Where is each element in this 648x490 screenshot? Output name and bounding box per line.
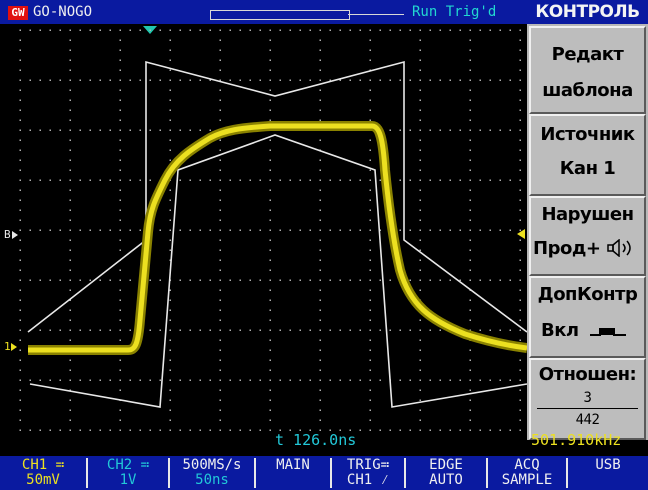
mode-label: GO-NOGO xyxy=(33,4,93,20)
trig-source: CH1 ⁄ xyxy=(332,473,404,488)
ch2-status-label: CH2 ≕ xyxy=(88,458,168,473)
trig-label: TRIG≕ xyxy=(332,458,404,473)
status-bar: GW GO-NOGO Run Trig'd xyxy=(0,0,527,24)
additional-control-button[interactable]: ДопКонтр Вкл xyxy=(529,276,646,358)
timebase-status[interactable]: 500MS/s 50ns xyxy=(168,458,254,488)
stop-on-fail-icon xyxy=(590,328,627,336)
ref-marker-label: B xyxy=(4,228,11,241)
ratio-denominator: 442 xyxy=(575,412,600,428)
dc-coupling-icon: ≕ xyxy=(47,457,65,473)
ch2-status-volts: 1V xyxy=(119,472,137,488)
template-min-line xyxy=(29,134,527,408)
acq-label: ACQ xyxy=(514,457,540,473)
ch1-trace xyxy=(28,123,527,353)
ch1-trace-glow xyxy=(28,121,527,355)
ref-marker-arrow-icon xyxy=(12,231,18,239)
ch2-status[interactable]: CH2 ≕ 1V xyxy=(86,458,168,488)
ratio-divider xyxy=(537,408,638,409)
violation-value: Прод+ xyxy=(533,238,601,259)
ch1-ground-marker-label: 1 xyxy=(4,340,11,353)
ch1-status-name: CH1 xyxy=(21,457,48,473)
gw-logo: GW xyxy=(8,6,28,20)
ch1-waveform xyxy=(28,121,527,355)
source-label: Источник xyxy=(540,124,635,145)
waveform-display xyxy=(19,29,527,431)
additional-control-value: Вкл xyxy=(541,320,579,341)
additional-control-row: Вкл xyxy=(541,320,648,342)
edge-status[interactable]: EDGE AUTO xyxy=(404,458,486,488)
usb-status[interactable]: USB xyxy=(566,458,648,488)
time-readout: t 126.0ns xyxy=(275,431,357,449)
ch1-ground-arrow-icon xyxy=(11,343,17,351)
source-button[interactable]: Источник Кан 1 xyxy=(529,114,646,196)
edit-template-button[interactable]: Редакт шаблона xyxy=(529,26,646,114)
acq-mode: SAMPLE xyxy=(501,472,553,488)
main-label: MAIN xyxy=(276,457,310,473)
rising-edge-icon: ⁄ xyxy=(372,472,390,488)
edge-label: EDGE xyxy=(429,457,463,473)
time-per-div: 50ns xyxy=(195,472,229,488)
run-status: Run Trig'd xyxy=(412,4,497,20)
menu-title: КОНТРОЛЬ xyxy=(527,0,648,24)
memory-bar-line xyxy=(348,14,404,15)
ch1-status-label: CH1 ≕ xyxy=(0,458,86,473)
ch1-status-volts: 50mV xyxy=(26,472,60,488)
violation-label: Нарушен xyxy=(541,204,634,225)
edit-template-label-1: Редакт xyxy=(551,44,624,65)
dc-coupling-icon: ≕ xyxy=(380,457,390,473)
edge-mode: AUTO xyxy=(429,472,463,488)
trig-name: TRIG xyxy=(346,457,381,473)
graticule xyxy=(19,29,521,431)
trigger-status[interactable]: TRIG≕ CH1 ⁄ xyxy=(330,458,404,488)
usb-label: USB xyxy=(595,457,621,473)
acquire-status[interactable]: ACQ SAMPLE xyxy=(486,458,566,488)
ratio-label: Отношен: xyxy=(538,364,637,385)
trigger-level-marker xyxy=(517,229,525,239)
violation-value-row: Прод+ xyxy=(533,238,646,260)
ch1-status[interactable]: CH1 ≕ 50mV xyxy=(0,458,86,488)
speaker-icon xyxy=(607,238,631,258)
ratio-button[interactable]: Отношен: 3 442 xyxy=(529,358,646,440)
edit-template-label-2: шаблона xyxy=(542,80,633,101)
trig-source-name: CH1 xyxy=(346,472,373,488)
ratio-numerator: 3 xyxy=(583,390,592,406)
ch2-status-name: CH2 xyxy=(106,457,133,473)
template-min-limit xyxy=(29,134,527,408)
side-menu: КОНТРОЛЬ Редакт шаблона Источник Кан 1 Н… xyxy=(527,0,648,440)
bottom-status-bar: CH1 ≕ 50mV CH2 ≕ 1V 500MS/s 50ns MAIN TR… xyxy=(0,456,648,490)
main-status[interactable]: MAIN xyxy=(254,458,330,488)
sample-rate: 500MS/s xyxy=(182,457,242,473)
memory-bar xyxy=(210,10,350,20)
additional-control-label: ДопКонтр xyxy=(537,284,638,305)
template-max-limit xyxy=(27,60,527,333)
source-value: Кан 1 xyxy=(559,158,616,179)
template-max-line xyxy=(27,60,527,333)
dc-coupling-icon: ≕ xyxy=(132,457,150,473)
violation-button[interactable]: Нарушен Прод+ xyxy=(529,196,646,276)
frequency-readout: 501.910kHz xyxy=(531,431,622,449)
